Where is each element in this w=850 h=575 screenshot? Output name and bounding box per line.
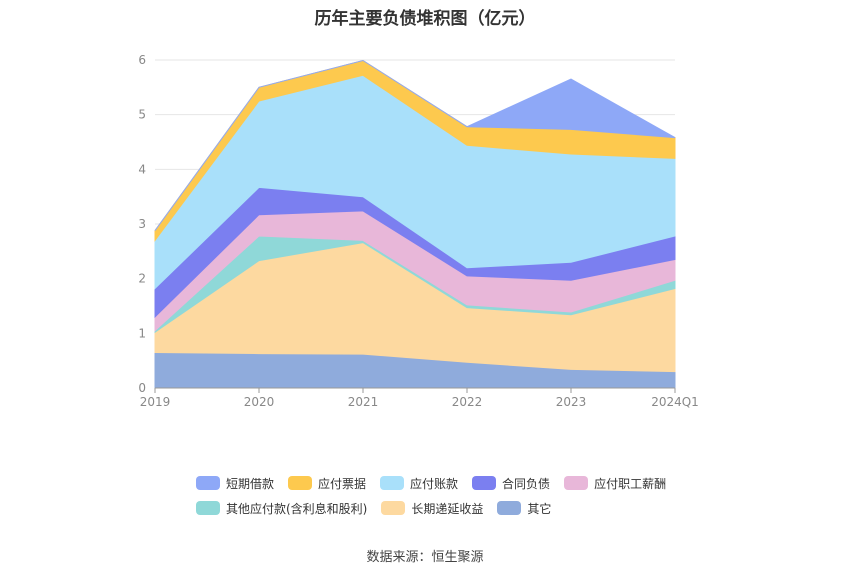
- legend-label: 其他应付款(含利息和股利): [226, 501, 368, 516]
- legend: 短期借款 应付票据 应付账款 合同负债 应付职工薪酬 其他应付款(含利息和股利) 长期递延…: [196, 472, 676, 522]
- y-tick-label: 3: [138, 217, 146, 231]
- legend-item[interactable]: 其他应付款(含利息和股利): [196, 500, 367, 517]
- legend-swatch: [380, 476, 405, 490]
- y-tick-label: 5: [138, 108, 146, 122]
- y-tick-label: 4: [138, 162, 146, 176]
- x-tick-label: 2023: [556, 395, 587, 409]
- legend-item[interactable]: 长期递延收益: [381, 500, 483, 517]
- legend-label: 应付票据: [318, 476, 367, 491]
- y-tick-label: 6: [138, 53, 146, 67]
- legend-swatch: [196, 501, 220, 515]
- legend-swatch: [288, 476, 313, 490]
- legend-swatch: [564, 476, 589, 490]
- legend-label: 应付账款: [410, 476, 459, 491]
- y-tick-label: 2: [138, 272, 146, 286]
- chart-area: 0 1 2 3 4 5 6 2019 2020 2021 2022 2023 2024Q1: [138, 53, 699, 409]
- legend-row-2: 其他应付款(含利息和股利) 长期递延收益 其它: [196, 497, 676, 519]
- area-series-7: [154, 59, 676, 231]
- y-tick-label: 1: [138, 326, 146, 340]
- x-tick-label: 2020: [244, 395, 275, 409]
- legend-label: 合同负债: [502, 476, 551, 491]
- source-note: 数据来源：恒生聚源: [366, 550, 484, 565]
- chart-title: 历年主要负债堆积图（亿元）: [314, 9, 536, 29]
- legend-item[interactable]: 其它: [497, 500, 551, 517]
- y-tick-label: 0: [138, 381, 146, 395]
- legend-item[interactable]: 短期借款: [196, 475, 274, 492]
- x-tick-label: 2024Q1: [651, 395, 699, 409]
- legend-swatch: [196, 476, 220, 490]
- legend-swatch: [497, 501, 522, 515]
- legend-label: 其它: [527, 501, 552, 516]
- legend-item[interactable]: 应付票据: [288, 475, 366, 492]
- x-tick-label: 2019: [140, 395, 171, 409]
- legend-swatch: [472, 476, 497, 490]
- legend-row-1: 短期借款 应付票据 应付账款 合同负债 应付职工薪酬: [196, 472, 676, 494]
- x-tick-label: 2021: [348, 395, 379, 409]
- legend-item[interactable]: 应付职工薪酬: [564, 475, 666, 492]
- x-tick-label: 2022: [452, 395, 483, 409]
- legend-label: 应付职工薪酬: [594, 476, 667, 491]
- legend-item[interactable]: 合同负债: [472, 475, 550, 492]
- legend-item[interactable]: 应付账款: [380, 475, 458, 492]
- legend-label: 短期借款: [226, 476, 275, 491]
- legend-swatch: [381, 501, 406, 515]
- legend-label: 长期递延收益: [411, 501, 484, 516]
